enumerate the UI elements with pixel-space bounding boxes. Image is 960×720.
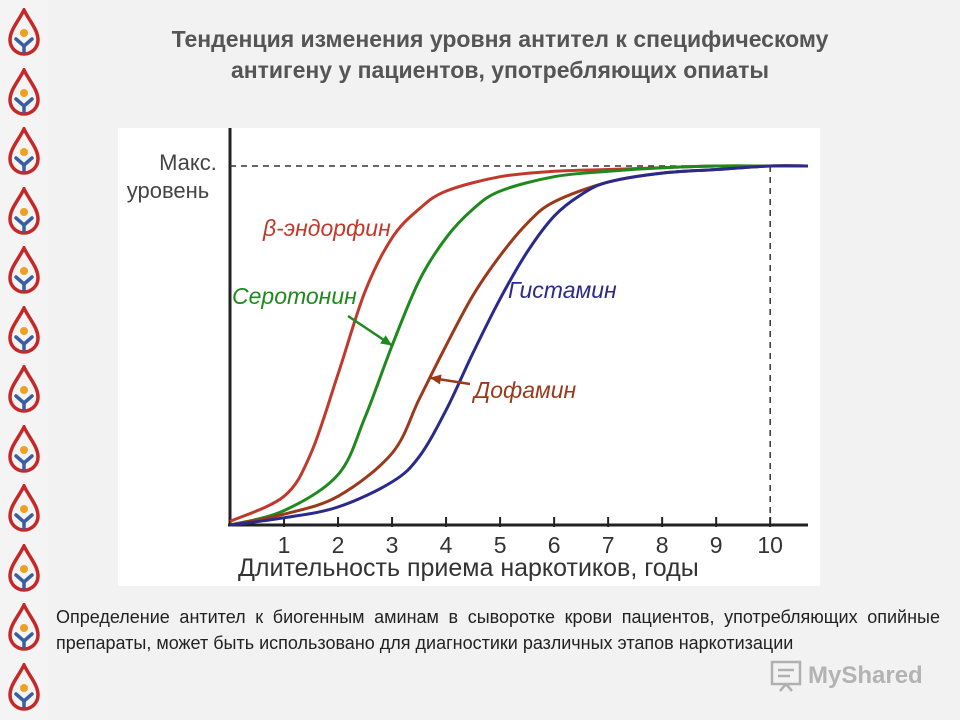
series-lines xyxy=(229,164,809,527)
series-line-histamine xyxy=(229,164,809,527)
x-tick-labels: 1 2 3 4 5 6 7 8 9 10 xyxy=(278,517,783,558)
annotation-label-beta-endorphin: β-эндорфин xyxy=(262,215,391,241)
annotation-label-histamine: Дофамин xyxy=(471,377,577,403)
drop-person-logo-icon xyxy=(6,65,42,118)
annotation-arrowhead-serotonin xyxy=(380,335,393,346)
annotation-label-dopamine: Гистамин xyxy=(508,277,617,303)
x-tick-label: 4 xyxy=(440,532,453,558)
x-tick-label: 3 xyxy=(386,532,399,558)
drop-person-logo-icon xyxy=(6,422,42,475)
logo-strip xyxy=(0,0,48,720)
watermark: MyShared xyxy=(768,656,938,692)
drop-person-logo-icon xyxy=(6,601,42,653)
annotation-arrowhead-histamine xyxy=(429,374,442,385)
x-tick-label: 6 xyxy=(548,532,561,558)
drop-person-logo-icon xyxy=(6,303,42,356)
title-line-2: антигену у пациентов, употребляющих опиа… xyxy=(230,57,770,83)
drop-person-logo-icon xyxy=(6,244,42,296)
title-line-1: Тенденция изменения уровня антител к спе… xyxy=(171,26,829,52)
drop-person-logo-icon xyxy=(6,541,42,594)
x-axis-label: Длительность приема наркотиков, годы xyxy=(238,554,699,582)
y-axis-label-line-2: уровень xyxy=(127,178,210,203)
drop-person-logo-icon xyxy=(6,6,42,58)
drop-person-logo-icon xyxy=(6,125,42,177)
x-tick-label: 7 xyxy=(602,532,615,558)
x-tick-label: 5 xyxy=(494,532,507,558)
antibody-level-chart: Макс. уровень 1 2 3 4 5 6 7 8 9 10 β-эндорфин Серо… xyxy=(127,128,809,582)
series-line-serotonin xyxy=(229,164,808,527)
x-tick-label: 8 xyxy=(656,532,669,558)
x-tick-label: 2 xyxy=(332,532,345,558)
series-annotations: β-эндорфин Серотонин Гистамин Дофамин xyxy=(232,215,617,403)
drop-person-logo-icon xyxy=(6,363,42,415)
x-tick-label: 9 xyxy=(710,532,723,558)
drop-person-logo-icon xyxy=(6,482,42,534)
watermark-text: MyShared xyxy=(808,662,923,689)
slide-caption: Определение антител к биогенным аминам в… xyxy=(56,607,940,653)
presentation-icon xyxy=(770,660,802,692)
chart-area: Макс. уровень 1 2 3 4 5 6 7 8 9 10 β-эндорфин Серо… xyxy=(118,128,820,586)
drop-person-logo-icon xyxy=(6,184,42,237)
x-tick-label: 1 xyxy=(278,532,291,558)
drop-person-logo-icon xyxy=(6,660,42,713)
y-axis-label-line-1: Макс. xyxy=(159,150,217,175)
x-tick-label: 10 xyxy=(757,532,783,558)
annotation-label-serotonin: Серотонин xyxy=(232,283,357,309)
slide-title: Тенденция изменения уровня антител к спе… xyxy=(60,24,940,86)
